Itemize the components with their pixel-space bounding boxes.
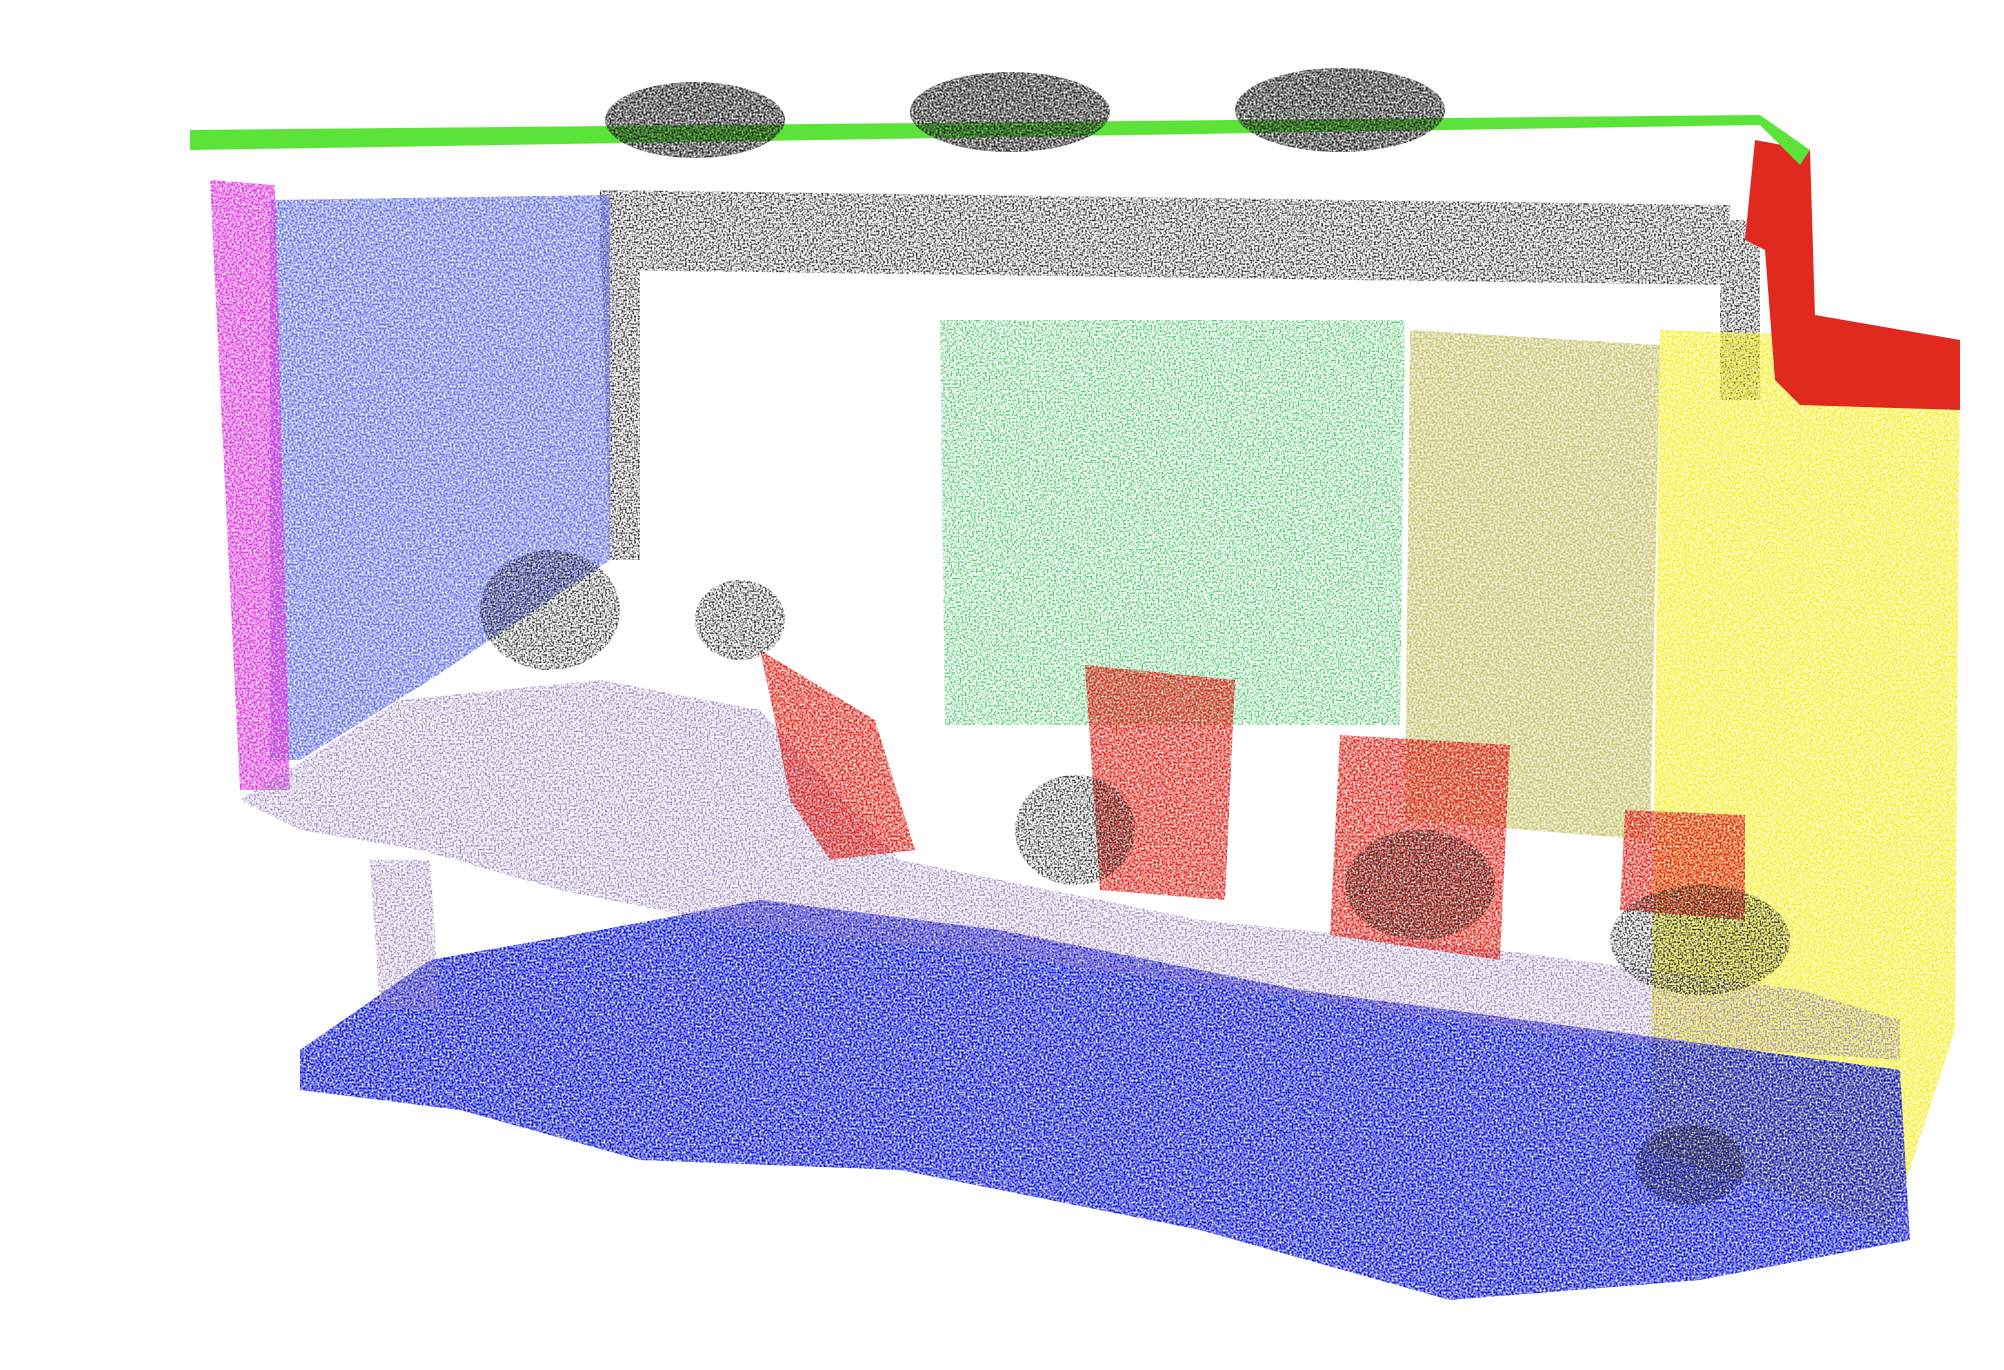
segment-table-leg	[370, 860, 440, 1010]
segment-table	[240, 680, 1900, 1060]
segment-window	[940, 320, 1405, 725]
dark-clutter	[480, 550, 1790, 1205]
segment-ceiling-light-2	[910, 72, 1110, 152]
segment-ceiling-light-3	[1235, 68, 1445, 152]
segment-clutter-1	[480, 550, 620, 670]
segment-back-wall-top	[600, 190, 1730, 285]
segment-left-side-wall	[210, 180, 290, 790]
segment-clutter-4	[1345, 830, 1495, 940]
segment-chair-1	[760, 650, 915, 860]
ceiling-lights	[605, 68, 1445, 158]
segment-clutter-6	[1635, 1125, 1745, 1205]
segment-clutter-2	[695, 580, 785, 660]
segment-ceiling-light-1	[605, 82, 785, 158]
segment-floor	[300, 900, 1910, 1300]
segment-whiteboard	[270, 195, 610, 760]
segment-clutter-3	[1015, 775, 1135, 885]
segment-clutter-5	[1610, 885, 1790, 995]
segment-column	[1745, 140, 1960, 410]
segment-door	[1405, 330, 1660, 840]
